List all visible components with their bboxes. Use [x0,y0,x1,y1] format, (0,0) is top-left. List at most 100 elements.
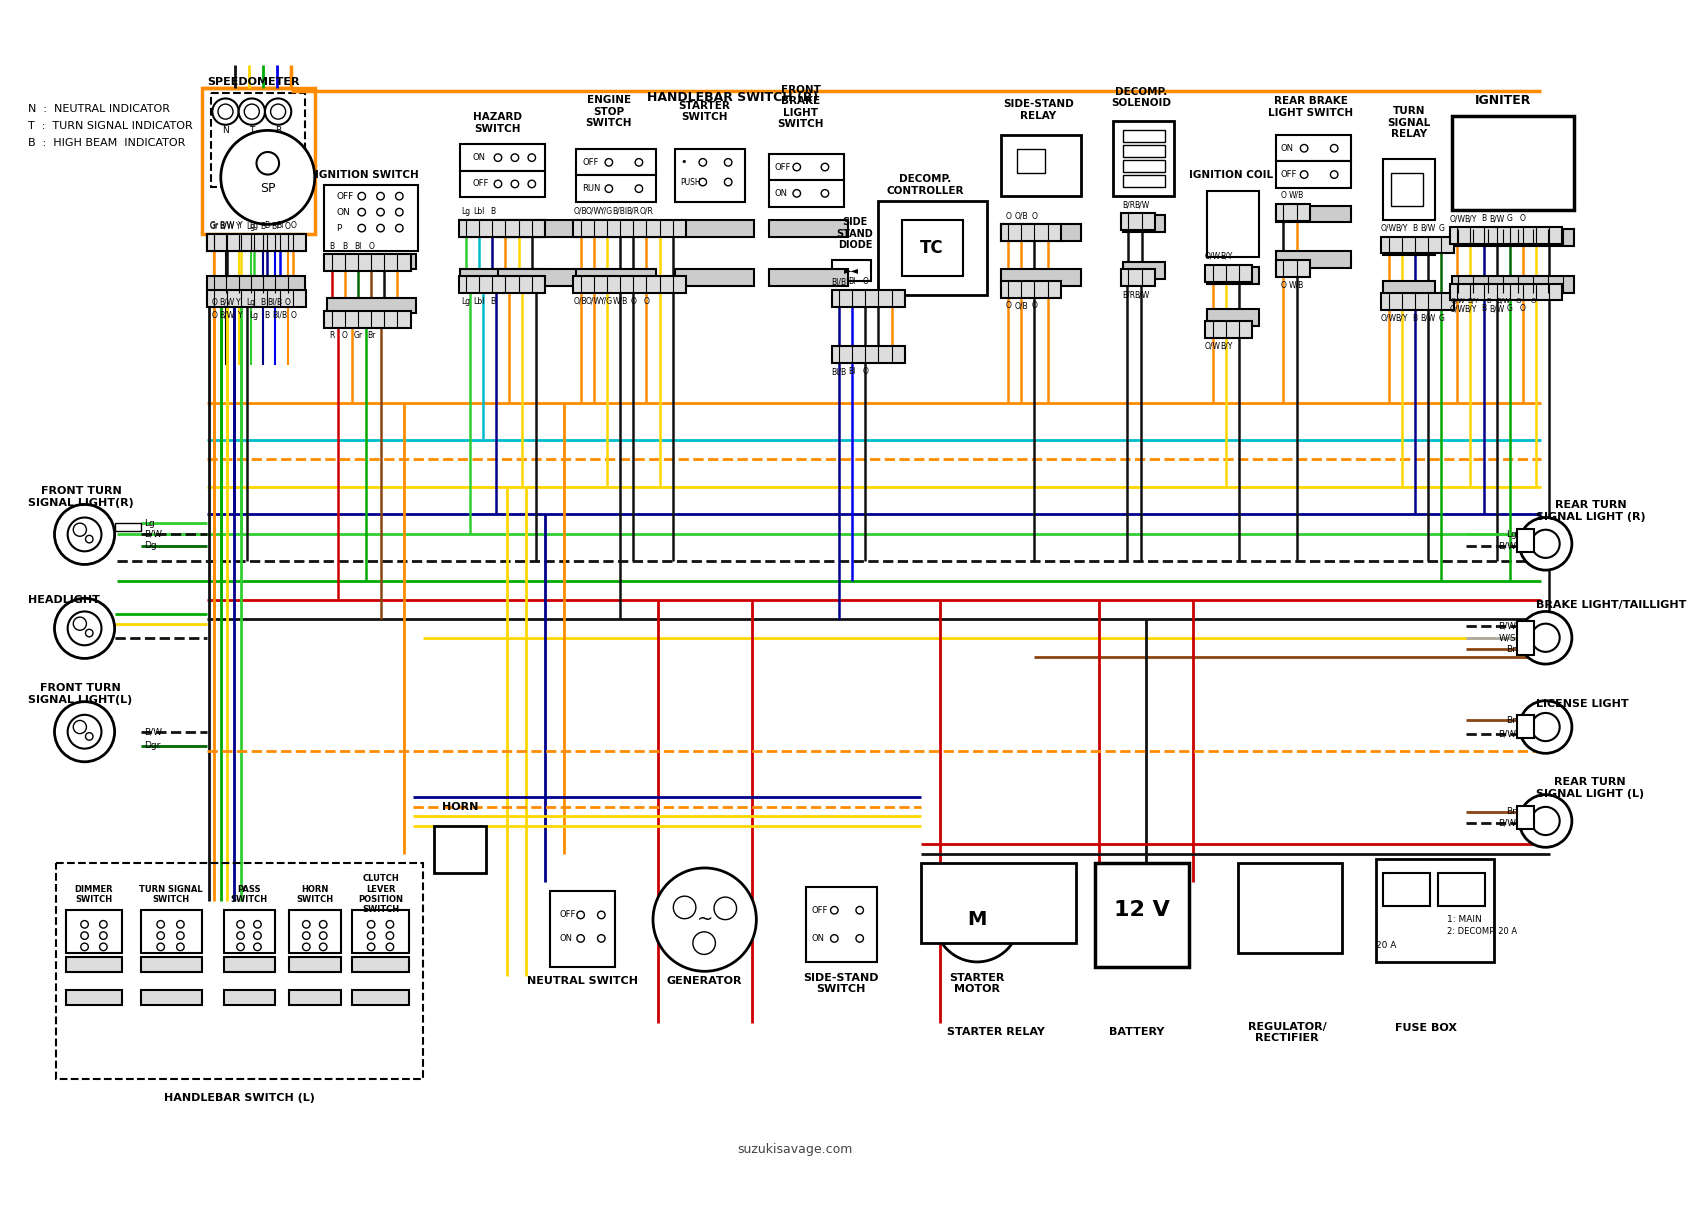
Text: SIDE
STAND
DIODE: SIDE STAND DIODE [836,217,873,251]
Bar [325,254,411,271]
Text: B: B [342,241,347,251]
Text: FUSE BOX: FUSE BOX [1396,1023,1457,1032]
Text: T  :  TURN SIGNAL INDICATOR: T : TURN SIGNAL INDICATOR [29,121,193,131]
Circle shape [699,158,707,166]
Circle shape [157,943,164,950]
Text: O/W: O/W [1205,252,1222,260]
Text: Y: Y [237,298,240,306]
Text: Lbl: Lbl [474,297,486,305]
Text: ON: ON [558,933,572,943]
Text: B/Bl: B/Bl [613,207,628,216]
Text: B: B [489,297,494,305]
Text: Bl/B: Bl/B [267,298,283,306]
Text: TURN SIGNAL
SWITCH: TURN SIGNAL SWITCH [139,884,203,904]
Bar [1450,283,1562,300]
Text: R: R [328,332,335,340]
Text: SP: SP [261,182,276,195]
Text: O: O [212,311,217,320]
Circle shape [86,733,93,740]
Bar [1276,135,1352,162]
Bar [675,150,744,201]
Circle shape [81,932,88,939]
Text: PUSH: PUSH [680,177,700,187]
Text: O/W: O/W [1450,215,1465,223]
Circle shape [303,943,310,950]
Circle shape [396,224,403,232]
Bar [1276,162,1352,188]
Circle shape [68,715,102,749]
Text: Bl: Bl [276,221,284,230]
Circle shape [254,943,261,950]
Text: G: G [1438,224,1445,233]
Bar [206,234,305,251]
Text: STARTER
MOTOR: STARTER MOTOR [949,973,1005,994]
Text: ~: ~ [697,911,712,929]
Text: Y/G: Y/G [601,297,614,305]
Text: IGNITER: IGNITER [1475,94,1531,107]
Bar [1017,150,1044,172]
Text: B/W: B/W [1134,200,1149,210]
Text: OFF: OFF [337,192,354,200]
Bar [1123,130,1166,141]
Circle shape [577,912,584,919]
Bar [1113,121,1174,197]
Text: ENGINE
STOP
SWITCH: ENGINE STOP SWITCH [585,95,633,128]
Bar [289,958,342,972]
Text: DECOMP.
CONTROLLER: DECOMP. CONTROLLER [887,174,964,195]
Bar [575,269,656,286]
Text: O: O [342,332,349,340]
Circle shape [1519,795,1572,848]
Text: 12 V: 12 V [1113,900,1169,920]
Text: LICENSE LIGHT: LICENSE LIGHT [1536,698,1629,709]
Text: O/B: O/B [1015,211,1029,221]
Circle shape [673,896,695,919]
Text: Gr: Gr [210,221,218,230]
Text: Lg: Lg [249,311,259,320]
Bar [1276,205,1352,222]
Text: O: O [1519,304,1526,314]
Bar [675,269,755,286]
Text: Br: Br [1506,644,1516,654]
Text: B/Y: B/Y [1220,341,1232,351]
Text: ON: ON [472,153,486,162]
Text: O/W: O/W [1450,304,1465,314]
Text: O/B: O/B [1015,302,1029,310]
Bar [1123,215,1166,232]
Circle shape [157,920,164,929]
Text: O: O [863,367,868,376]
Text: SIDE-STAND
RELAY: SIDE-STAND RELAY [1003,99,1074,121]
Bar [1276,260,1310,277]
Bar [1208,309,1259,326]
Bar [1382,281,1435,298]
Bar [831,346,905,363]
Text: Y: Y [239,221,244,230]
Text: O: O [863,277,868,286]
Circle shape [320,932,327,939]
Circle shape [821,189,829,197]
Bar [574,219,685,236]
Text: Bl: Bl [354,241,362,251]
Bar [1123,160,1166,171]
Text: HORN
SWITCH: HORN SWITCH [296,884,333,904]
Text: B/W: B/W [1134,291,1149,299]
Circle shape [100,943,107,950]
Bar [115,523,140,531]
Bar [223,911,276,953]
Bar [550,891,616,967]
Bar [575,176,656,201]
Circle shape [396,193,403,200]
Bar [1518,528,1535,552]
Text: B/W: B/W [218,222,233,230]
Circle shape [1519,611,1572,665]
Circle shape [359,224,365,232]
Text: G: G [1516,298,1521,304]
Text: REAR BRAKE
LIGHT SWITCH: REAR BRAKE LIGHT SWITCH [1267,96,1354,118]
Circle shape [634,158,643,166]
Text: Dgr: Dgr [144,742,161,750]
Text: Br: Br [1506,716,1516,725]
Bar [920,863,1076,943]
Text: B/R: B/R [1122,200,1135,210]
Text: FRONT TURN
SIGNAL LIGHT(R): FRONT TURN SIGNAL LIGHT(R) [29,486,134,508]
Text: O: O [1519,215,1526,223]
Bar [1000,269,1081,286]
